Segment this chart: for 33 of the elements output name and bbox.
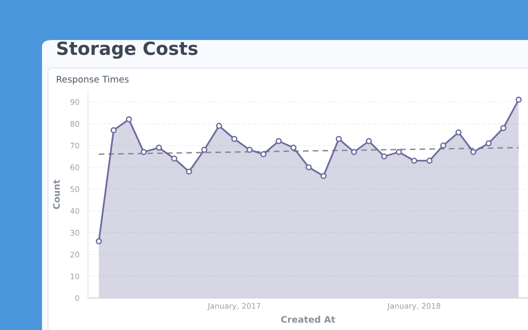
point [110, 127, 117, 134]
point [336, 136, 342, 142]
point [156, 144, 162, 151]
point [351, 148, 358, 156]
point [216, 122, 222, 129]
chart-subtitle: Response Times [56, 76, 129, 84]
point [486, 140, 492, 146]
point [306, 164, 312, 170]
y-axis-title: Count [53, 180, 60, 210]
point [186, 168, 192, 175]
point [231, 136, 238, 142]
chart-title: Storage Costs [57, 41, 198, 59]
point [201, 146, 208, 153]
point [171, 155, 178, 162]
x-axis-title: Created At [281, 316, 336, 323]
point [455, 129, 462, 136]
point [140, 148, 147, 156]
point [470, 148, 476, 156]
point [126, 116, 132, 122]
point [411, 158, 418, 164]
point [96, 238, 102, 244]
point [366, 138, 372, 144]
point [396, 148, 402, 156]
point [260, 151, 266, 158]
point [516, 96, 522, 103]
point [246, 146, 253, 153]
point [320, 172, 327, 180]
point [381, 153, 388, 160]
point [500, 124, 506, 132]
point [426, 158, 433, 164]
point [276, 138, 282, 144]
point [290, 144, 297, 151]
point [440, 142, 446, 149]
